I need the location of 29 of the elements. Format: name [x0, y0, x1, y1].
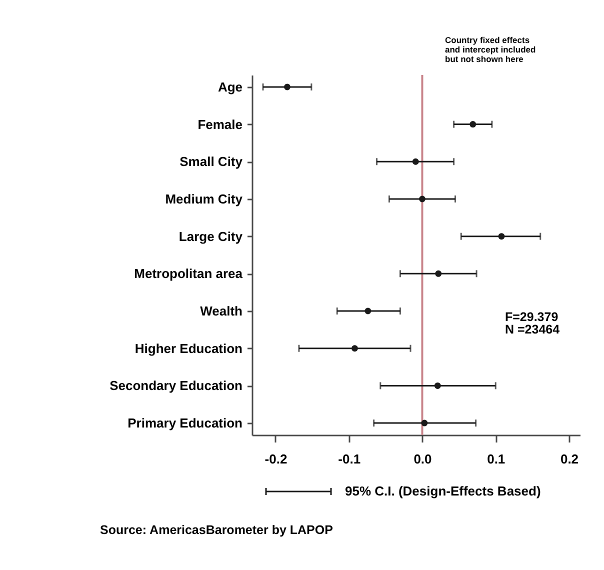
y-tick-label: Female [198, 116, 242, 132]
point [470, 121, 476, 128]
point [364, 308, 372, 314]
legend-label: 95% C.I. (Design-Effects Based) [345, 484, 541, 498]
y-tick-label: Primary Education [128, 416, 243, 431]
point [435, 270, 442, 277]
y-tick-label: Medium City [165, 191, 244, 206]
point [434, 382, 441, 389]
point [498, 233, 505, 240]
y-tick-label: Secondary Education [110, 378, 243, 394]
point [418, 196, 426, 202]
x-tick-label: 0.0 [414, 452, 432, 466]
point [421, 420, 428, 426]
point [284, 84, 290, 90]
point [412, 158, 419, 165]
point [351, 345, 358, 352]
text: Country fixed effects and intercept included but not shown here [445, 35, 536, 64]
source-note: Source: AmericasBarometer by LAPOP [100, 523, 333, 537]
y-tick-label: Age [218, 79, 242, 94]
y-tick-label: Large City [178, 228, 244, 244]
x-tick-label: -0.2 [264, 452, 288, 466]
x-tick-label: 0.2 [560, 452, 579, 466]
y-tick-label: Higher Education [134, 340, 243, 356]
x-tick-label: 0.1 [487, 452, 506, 466]
x-tick-label: -0.1 [338, 452, 361, 466]
y-tick-label: Metropolitan area [134, 266, 244, 282]
y-tick-label: Wealth [200, 304, 243, 319]
annotation: F=29.379 N =23464 [505, 310, 560, 336]
y-tick-label: Small City [180, 154, 244, 170]
